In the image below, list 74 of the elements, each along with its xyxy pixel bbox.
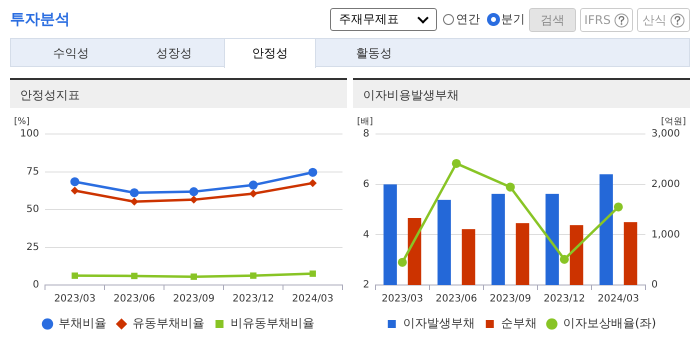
y-tick-label: 8 xyxy=(362,128,370,140)
point xyxy=(70,177,80,186)
bar xyxy=(492,194,505,285)
x-tick-label: 2023/12 xyxy=(232,294,274,305)
y2-tick-label: 2,000 xyxy=(651,178,680,190)
text: 분기 xyxy=(501,11,525,28)
y2-tick-label: 1,000 xyxy=(651,229,680,240)
bar xyxy=(408,218,422,285)
x-tick-label: 2023/09 xyxy=(490,294,532,305)
text: 수익성 xyxy=(52,45,90,62)
text: IFRS xyxy=(584,13,611,27)
y2-tick-label: 0 xyxy=(651,280,658,291)
text: 연간 xyxy=(456,11,480,28)
point xyxy=(560,254,569,264)
point xyxy=(614,202,623,212)
y-tick-label: 6 xyxy=(362,178,370,190)
point xyxy=(131,272,138,280)
x-tick-label: 2024/03 xyxy=(598,294,640,305)
point xyxy=(190,274,197,280)
text: 안정성 xyxy=(224,38,316,68)
bar xyxy=(570,225,584,285)
chart-title: 안정성지표 xyxy=(10,78,347,108)
point xyxy=(250,272,256,279)
bar xyxy=(546,194,559,285)
point xyxy=(189,187,198,196)
y-tick-label: 4 xyxy=(362,229,370,240)
text: 성장성 xyxy=(155,45,193,62)
legend-label: 순부채 xyxy=(500,316,537,330)
x-tick-label: 2023/03 xyxy=(54,294,96,305)
legend-label: 유동부채비율 xyxy=(132,316,204,330)
legend-label: 부채비율 xyxy=(58,316,106,330)
y-tick-label: 0 xyxy=(32,280,40,291)
text: 투자분석 xyxy=(10,10,70,29)
y-axis-title: [%] xyxy=(14,116,30,127)
point xyxy=(308,179,317,188)
legend-label: 비유동부채비율 xyxy=(230,316,314,330)
y-tick-label: 75 xyxy=(26,166,40,178)
y-tick-label: 100 xyxy=(20,128,40,140)
text: 활동성 xyxy=(355,45,393,62)
y-axis-title: [배] xyxy=(357,116,374,127)
y-tick-label: 25 xyxy=(26,242,40,253)
x-tick-label: 2023/03 xyxy=(382,294,424,305)
bar xyxy=(384,184,397,285)
x-tick-label: 2023/09 xyxy=(173,294,215,305)
legend-label: 이자보상배율(좌) xyxy=(562,316,656,330)
y-tick-label: 50 xyxy=(26,204,40,216)
point xyxy=(506,182,515,192)
point xyxy=(130,198,138,206)
point xyxy=(72,272,78,279)
point xyxy=(452,158,461,168)
text: 산식 xyxy=(642,12,666,28)
x-tick-label: 2024/03 xyxy=(292,294,334,305)
point xyxy=(70,186,79,195)
x-tick-label: 2023/06 xyxy=(436,294,478,305)
point xyxy=(130,188,139,198)
bar xyxy=(600,174,613,285)
point xyxy=(398,258,407,267)
text: 주재무제표 xyxy=(330,8,437,31)
legend-label: 이자발생부채 xyxy=(402,316,475,330)
bar xyxy=(438,200,451,285)
bar xyxy=(462,229,476,285)
chart-title: 이자비용발생부채 xyxy=(353,78,690,108)
point xyxy=(248,180,258,190)
y2-axis-title: [억원] xyxy=(660,116,686,127)
x-tick-label: 2023/12 xyxy=(544,294,586,305)
point xyxy=(308,168,318,177)
point xyxy=(310,270,316,277)
y2-tick-label: 3,000 xyxy=(651,128,680,140)
bar xyxy=(516,223,530,285)
y-tick-label: 2 xyxy=(362,280,370,291)
x-tick-label: 2023/06 xyxy=(114,294,156,305)
point xyxy=(249,190,258,198)
bar xyxy=(624,222,638,285)
text: 검색 xyxy=(529,8,576,32)
